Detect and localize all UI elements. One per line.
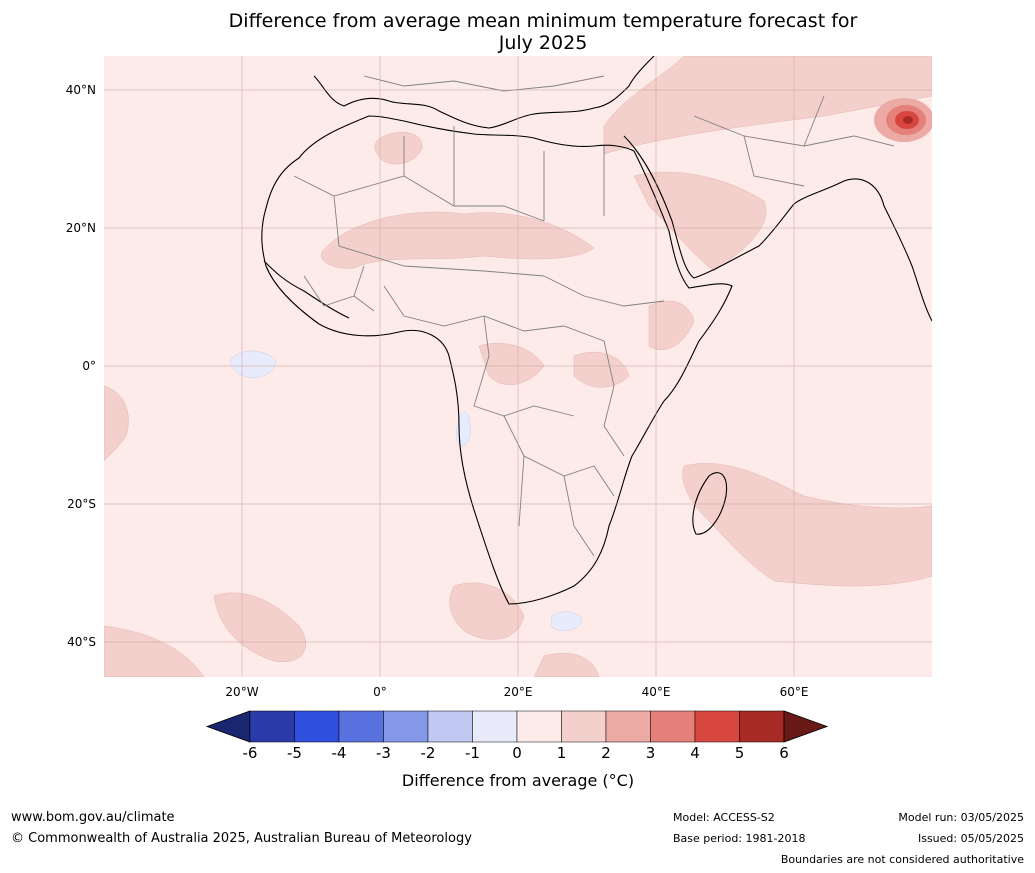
title-line-2: July 2025 [498, 32, 588, 54]
colorbar-swatch [605, 710, 651, 743]
colorbar-swatch [739, 710, 785, 743]
lat-label-40s: 40°S [67, 635, 96, 649]
warm-region-east-africa [648, 300, 695, 351]
colorbar-tick-label: -3 [376, 744, 391, 762]
warm-region-southwest-corner [104, 625, 205, 677]
colorbar-tick-label: 4 [690, 744, 700, 762]
forecast-map [104, 56, 932, 677]
colorbar-swatch [427, 710, 473, 743]
country-borders [293, 75, 895, 557]
colorbar-tick-label: 3 [645, 744, 656, 762]
colorbar-tick-label: -1 [465, 744, 480, 762]
warm-region-arabia [603, 56, 932, 155]
border-west [303, 265, 375, 312]
lon-label-60e: 60°E [779, 685, 809, 699]
map-svg [104, 56, 932, 677]
lon-label-40e: 40°E [641, 685, 671, 699]
warm-anomaly-regions [104, 56, 932, 677]
hot-spot-core [903, 116, 913, 124]
border-europe [363, 75, 605, 92]
lon-label-0: 0° [373, 685, 387, 699]
footer-website: www.bom.gov.au/climate [11, 810, 175, 825]
colorbar-swatch [561, 710, 607, 743]
warm-region-sahel [321, 211, 595, 269]
lon-label-20w: 20°W [225, 685, 259, 699]
footer-issued: Issued: 05/05/2025 [917, 832, 1024, 845]
west-africa-bulge-detail [263, 260, 350, 319]
colorbar-title: Difference from average (°C) [401, 771, 635, 790]
title-line-1: Difference from average mean minimum tem… [228, 10, 858, 32]
lon-label-20e: 20°E [503, 685, 533, 699]
colorbar [200, 710, 836, 748]
colorbar-tick-label: 1 [556, 744, 567, 762]
warm-region-arabian-peninsula [633, 171, 767, 272]
lat-label-0: 0° [82, 359, 96, 373]
colorbar-swatch [694, 710, 740, 743]
colorbar-over-arrow [783, 710, 829, 743]
colorbar-under-arrow [205, 710, 251, 743]
colorbar-tick-label: 6 [779, 744, 789, 762]
hot-anomaly-spot [874, 98, 932, 142]
graticule [104, 56, 932, 677]
colorbar-swatch [249, 710, 295, 743]
border-sahara-2 [333, 195, 545, 277]
map-title: Difference from average mean minimum tem… [0, 10, 1035, 54]
border-central-2 [473, 315, 575, 417]
border-sahara-1 [293, 175, 545, 222]
warm-region-south-atlantic-1 [213, 592, 307, 663]
warm-region-south-ocean [533, 652, 600, 677]
colorbar-swatch [338, 710, 384, 743]
border-north-africa [403, 126, 605, 221]
colorbar-tick-label: -6 [242, 744, 258, 762]
footer-base-period: Base period: 1981-2018 [673, 832, 806, 845]
colorbar-swatch [472, 710, 518, 743]
warm-region-madagascar-ocean [682, 463, 932, 587]
footer-model: Model: ACCESS-S2 [673, 811, 775, 824]
colorbar-swatch [294, 710, 340, 743]
colorbar-swatch [516, 710, 562, 743]
cool-region-south-atlantic [550, 611, 583, 631]
footer-disclaimer: Boundaries are not considered authoritat… [780, 853, 1024, 866]
colorbar-tick-label: 0 [512, 744, 522, 762]
border-asia [693, 95, 895, 187]
madagascar-coastline [692, 472, 728, 535]
warm-region-west-atlantic [104, 385, 129, 462]
colorbar-swatch [383, 710, 429, 743]
warm-region-congo [573, 351, 630, 388]
lat-label-20n: 20°N [65, 221, 96, 235]
border-south [503, 415, 615, 557]
colorbar-swatch [650, 710, 696, 743]
colorbar-tick-label: -5 [287, 744, 302, 762]
europe-coastline [313, 56, 655, 129]
colorbar-svg [205, 710, 829, 743]
footer-copyright: © Commonwealth of Australia 2025, Austra… [11, 831, 472, 846]
africa-coastline [261, 115, 733, 605]
lat-label-40n: 40°N [65, 83, 96, 97]
footer-model-run: Model run: 03/05/2025 [898, 811, 1024, 824]
colorbar-tick-label: 5 [734, 744, 745, 762]
lat-label-20s: 20°S [67, 497, 96, 511]
border-east [543, 275, 665, 457]
colorbar-tick-label: -2 [420, 744, 436, 762]
colorbar-tick-label: 2 [601, 744, 611, 762]
colorbar-tick-label: -4 [331, 744, 347, 762]
